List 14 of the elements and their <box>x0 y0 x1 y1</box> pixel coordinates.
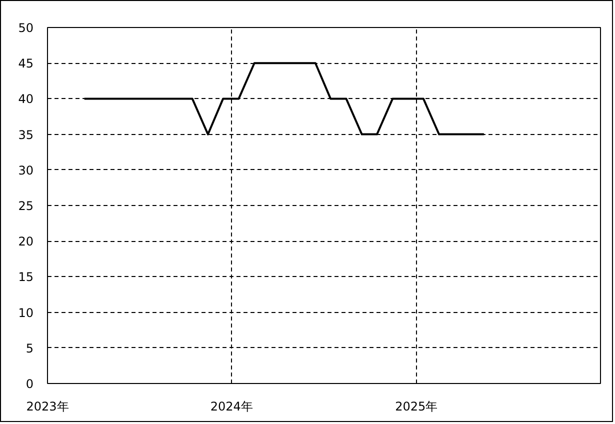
y-tick-label: 5 <box>26 341 34 356</box>
y-tick-label: 50 <box>18 21 34 35</box>
x-tick-label: 2023年 <box>26 400 69 414</box>
y-tick-label: 40 <box>18 92 34 106</box>
y-tick-label: 20 <box>18 234 34 249</box>
y-tick-label: 45 <box>18 56 34 71</box>
y-tick-label: 35 <box>18 128 34 142</box>
x-tick-label: 2024年 <box>210 400 253 414</box>
y-tick-label: 15 <box>18 270 34 284</box>
y-tick-label: 25 <box>18 199 34 213</box>
x-tick-label: 2025年 <box>395 400 438 414</box>
y-tick-label: 10 <box>18 306 34 320</box>
y-tick-label: 30 <box>18 163 34 178</box>
y-tick-label: 0 <box>26 377 34 391</box>
